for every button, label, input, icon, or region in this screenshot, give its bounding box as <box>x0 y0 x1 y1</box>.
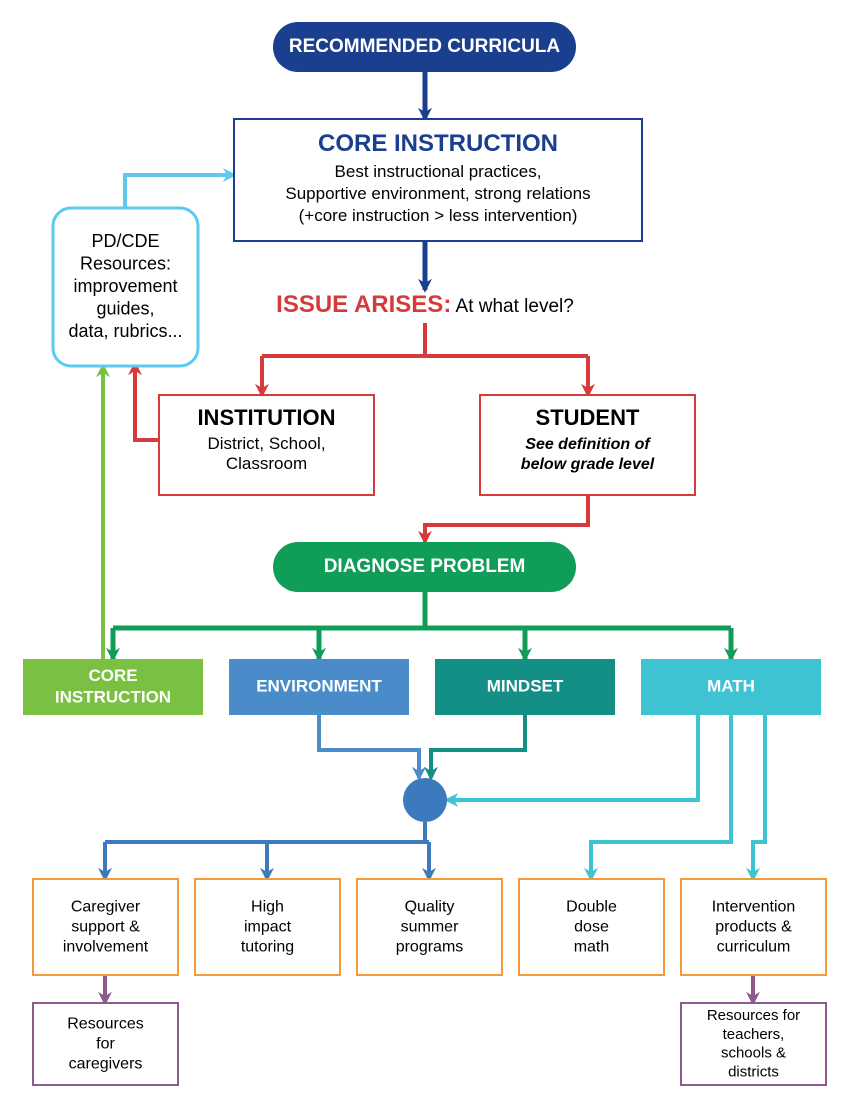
edge-inst-to-pd <box>135 364 159 440</box>
issue-arises-header: ISSUE ARISES: At what level? <box>276 291 574 318</box>
hub-circle <box>403 778 447 822</box>
edge-mind-down-merge <box>431 715 525 778</box>
student-body: See definition of <box>525 436 651 453</box>
core-instruction-title: CORE INSTRUCTION <box>318 130 558 157</box>
student-body: below grade level <box>521 456 655 473</box>
diagnose-pill-label: DIAGNOSE PROBLEM <box>324 556 526 577</box>
edge-math-to-products <box>753 715 765 879</box>
edge-student-to-diag <box>425 495 588 542</box>
core-instruction-body: Supportive environment, strong relations <box>285 184 590 203</box>
institution-title: INSTITUTION <box>197 405 335 430</box>
institution-body: District, School, <box>207 434 325 453</box>
flowchart-diagram: RECOMMENDED CURRICULA DIAGNOSE PROBLEM COR… <box>0 0 851 1099</box>
core-instruction-body: Best instructional practices, <box>335 162 542 181</box>
edge-math-to-hub <box>447 715 698 800</box>
intervention-summer-label: Qualitysummerprograms <box>396 898 464 955</box>
edge-env-down-merge <box>319 715 419 778</box>
intervention-caregiver-label: Caregiversupport &involvement <box>63 898 149 955</box>
student-title: STUDENT <box>536 405 640 430</box>
category-mindset-label: MINDSET <box>487 677 564 696</box>
intervention-products-label: Interventionproducts &curriculum <box>712 898 796 955</box>
institution-body: Classroom <box>226 454 307 473</box>
edge-pd-to-core <box>125 175 234 208</box>
recommended-pill-label: RECOMMENDED CURRICULA <box>289 36 561 57</box>
category-math-label: MATH <box>707 677 755 696</box>
core-instruction-body: (+core instruction > less intervention) <box>299 206 578 225</box>
category-environment-label: ENVIRONMENT <box>256 677 382 696</box>
edge-math-to-double <box>591 715 731 879</box>
